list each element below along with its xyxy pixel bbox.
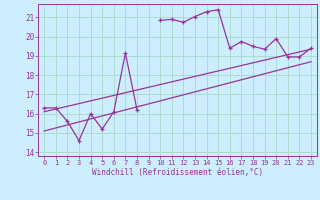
X-axis label: Windchill (Refroidissement éolien,°C): Windchill (Refroidissement éolien,°C) <box>92 168 263 177</box>
